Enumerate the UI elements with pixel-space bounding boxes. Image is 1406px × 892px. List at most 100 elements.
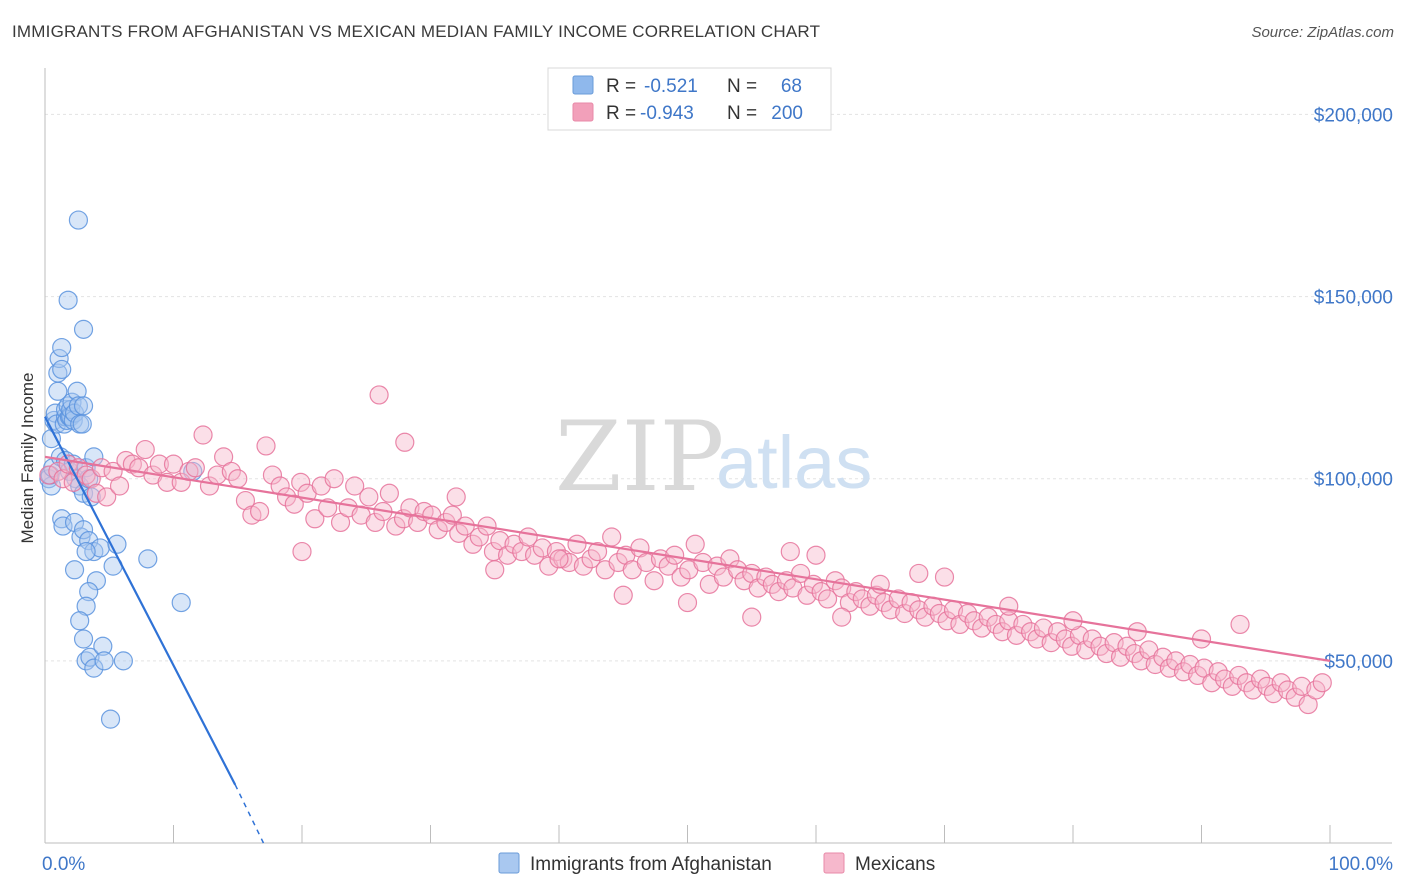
mexicans-point-200 — [485, 560, 505, 580]
mexicans-point-104 — [748, 578, 768, 598]
afghanistan-point-11 — [52, 359, 72, 380]
correlation-legend: R = -0.521 N = 68 R = -0.943 N = 200 — [547, 67, 832, 131]
afghanistan-point-62 — [93, 636, 113, 656]
mexicans-point-100 — [720, 549, 740, 569]
mexicans-point-38 — [291, 472, 311, 492]
mexicans-point-172 — [1222, 676, 1242, 696]
mexicans-point-81 — [587, 541, 608, 562]
bottom-legend-afghanistan: Immigrants from Afghanistan — [530, 854, 772, 875]
mexicans-point-152 — [1082, 629, 1102, 649]
mexicans-point-186 — [369, 385, 389, 405]
mexicans-point-33 — [256, 436, 276, 456]
axes — [44, 68, 1392, 844]
afghanistan-point-64 — [94, 651, 114, 671]
y-tick-label-2: $150,000 — [1314, 288, 1393, 309]
legend-r-label-1: R = — [606, 76, 636, 97]
legend-swatch-mexicans — [572, 102, 594, 122]
mexicans-point-156 — [1110, 647, 1131, 667]
afghanistan-point-56 — [79, 582, 99, 602]
mexicans-point-34 — [262, 465, 283, 485]
mexicans-point-46 — [345, 476, 365, 496]
mexicans-point-72 — [524, 545, 545, 565]
legend-n-value-2: 200 — [771, 103, 803, 124]
mexicans-point-162 — [1153, 647, 1173, 667]
mexicans-point-128 — [915, 607, 935, 627]
afghanistan-point-9 — [48, 363, 68, 383]
mexicans-point-91 — [658, 556, 678, 576]
x-tick-label-max: 100.0% — [1329, 854, 1394, 875]
afghanistan-point-29 — [58, 290, 78, 310]
mexicans-point-6 — [76, 465, 96, 485]
legend-r-label-2: R = — [606, 103, 636, 124]
mexicans-point-52 — [386, 516, 406, 536]
source-label: Source: ZipAtlas.com — [1251, 24, 1394, 41]
mexicans-point-144 — [1027, 629, 1047, 649]
afghanistan-point-43 — [52, 509, 72, 529]
mexicans-point-48 — [359, 487, 379, 507]
mexicans-point-89 — [644, 571, 664, 591]
legend-swatch-afghanistan — [572, 75, 594, 95]
mexicans-point-114 — [817, 589, 838, 609]
mexicans-point-134 — [958, 603, 978, 624]
bottom-legend-swatch-mexicans — [823, 852, 845, 874]
legend-n-value-1: 68 — [781, 76, 802, 97]
mexicans-point-143 — [1020, 622, 1041, 642]
mexicans-point-95 — [685, 534, 705, 554]
legend-box — [547, 67, 832, 131]
mexicans-point-136 — [972, 618, 992, 638]
mexicans-point-190 — [742, 607, 762, 627]
mexicans-point-158 — [1125, 643, 1145, 664]
mexicans-point-8 — [86, 483, 107, 503]
mexicans-point-139 — [992, 622, 1012, 642]
mexicans-point-159 — [1131, 651, 1151, 671]
mexicans-point-188 — [292, 541, 312, 562]
y-tick-label-3: $200,000 — [1314, 105, 1393, 126]
mexicans-point-10 — [97, 487, 117, 507]
mexicans-point-151 — [1076, 640, 1096, 660]
mexicans-point-205 — [909, 563, 929, 584]
y-tick-label-0: $50,000 — [1324, 652, 1393, 673]
mexicans-point-170 — [1208, 662, 1228, 682]
mexicans-point-194 — [999, 596, 1019, 616]
y-axis-title: Median Family Income — [18, 372, 37, 543]
legend-n-label-1: N = — [727, 76, 757, 97]
afghanistan-point-27 — [72, 414, 92, 434]
mexicans-point-138 — [986, 614, 1006, 635]
watermark-zip: ZIP — [555, 401, 724, 513]
mexicans-point-28 — [221, 461, 241, 482]
trendline-0-extension — [234, 784, 265, 844]
mexicans-point-199 — [395, 432, 415, 452]
mexicans-point-147 — [1047, 622, 1068, 642]
series-mexicans-points — [39, 385, 1332, 715]
chart-title: IMMIGRANTS FROM AFGHANISTAN VS MEXICAN M… — [12, 22, 821, 41]
mexicans-point-24 — [193, 425, 213, 445]
mexicans-point-37 — [284, 494, 304, 514]
mexicans-point-193 — [934, 567, 955, 587]
mexicans-point-165 — [1173, 662, 1194, 682]
mexicans-point-29 — [228, 469, 248, 489]
legend-r-value-2: -0.943 — [640, 103, 694, 124]
mexicans-point-106 — [762, 574, 782, 594]
mexicans-point-146 — [1041, 633, 1061, 653]
mexicans-point-202 — [677, 592, 698, 613]
mexicans-point-164 — [1166, 651, 1186, 671]
legend-n-label-2: N = — [727, 103, 757, 124]
afghanistan-point-16 — [57, 410, 77, 431]
afghanistan-point-52 — [76, 541, 96, 562]
mexicans-point-61 — [449, 523, 469, 543]
afghanistan-point-44 — [53, 516, 73, 536]
mexicans-point-14 — [122, 454, 142, 474]
afghanistan-point-47 — [73, 520, 94, 540]
mexicans-point-175 — [1243, 680, 1263, 700]
x-tick-labels: 0.0% 100.0% — [42, 854, 1393, 875]
mexicans-point-177 — [1257, 676, 1277, 696]
mexicans-point-133 — [950, 614, 970, 635]
mexicans-point-80 — [581, 549, 601, 569]
mexicans-point-184 — [1306, 680, 1326, 700]
bottom-legend-mexicans: Mexicans — [855, 854, 935, 875]
mexicans-point-161 — [1145, 654, 1165, 675]
mexicans-point-131 — [937, 611, 957, 631]
y-tick-label-1: $100,000 — [1314, 470, 1393, 491]
mexicans-point-189 — [549, 549, 569, 569]
afghanistan-point-28 — [73, 396, 94, 416]
